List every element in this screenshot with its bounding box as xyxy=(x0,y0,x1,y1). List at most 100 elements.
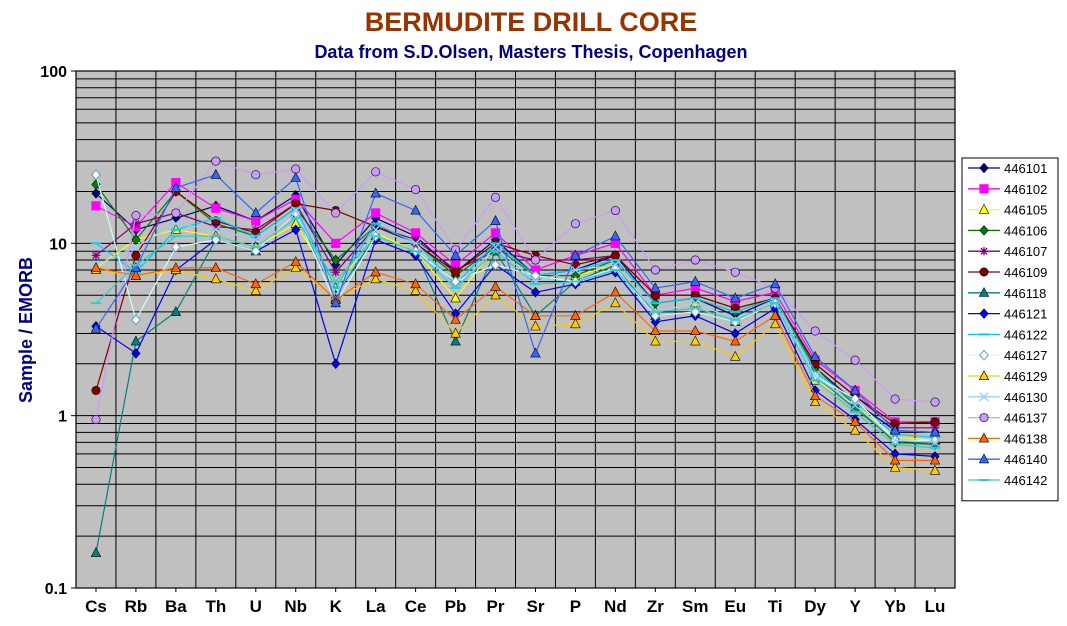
data-point xyxy=(930,417,940,427)
legend-marker xyxy=(979,247,989,256)
data-point xyxy=(490,280,501,291)
data-point xyxy=(211,156,221,166)
series-446142 xyxy=(90,217,941,449)
data-point xyxy=(770,278,781,289)
data-point xyxy=(211,203,221,213)
series-446138 xyxy=(90,256,941,465)
legend-label: 446121 xyxy=(1004,307,1047,322)
legend-marker xyxy=(979,267,989,277)
legend-label: 446127 xyxy=(1004,348,1047,363)
x-tick-label: Rb xyxy=(125,597,148,616)
series-line xyxy=(95,209,936,443)
data-point xyxy=(770,318,781,329)
x-tick-label: Pr xyxy=(487,597,505,616)
y-tick-label: 0.1 xyxy=(45,581,67,598)
data-point xyxy=(91,415,101,425)
data-point xyxy=(251,216,261,226)
data-point xyxy=(610,250,620,260)
data-point xyxy=(571,255,580,265)
legend-label: 446101 xyxy=(1004,161,1047,176)
data-point xyxy=(889,454,901,465)
series-446140 xyxy=(90,168,941,437)
legend-marker xyxy=(979,349,989,361)
series-446129 xyxy=(90,262,941,475)
data-point xyxy=(371,208,381,218)
legend-label: 446142 xyxy=(1004,473,1047,488)
series-line xyxy=(95,267,936,472)
data-point xyxy=(929,454,941,465)
data-point xyxy=(411,185,421,195)
data-point xyxy=(250,285,261,295)
data-point xyxy=(610,260,621,270)
data-point xyxy=(331,358,341,370)
data-point xyxy=(291,164,301,174)
data-point xyxy=(730,350,741,361)
data-point xyxy=(610,206,620,216)
series-line xyxy=(95,174,936,433)
series-line xyxy=(95,183,936,446)
data-point xyxy=(410,204,421,215)
data-point xyxy=(291,205,301,216)
data-point xyxy=(330,297,341,308)
y-tick-label: 10 xyxy=(49,236,67,253)
legend-marker xyxy=(979,392,989,402)
data-point xyxy=(650,325,661,335)
data-point xyxy=(410,285,421,295)
legend-item: 446101 xyxy=(968,161,1047,176)
data-point xyxy=(930,437,940,448)
data-point xyxy=(91,201,101,211)
data-point xyxy=(530,320,541,331)
data-point xyxy=(171,219,181,229)
data-point xyxy=(131,234,141,245)
data-point xyxy=(211,222,221,231)
data-point xyxy=(91,251,101,260)
data-point xyxy=(331,208,341,218)
data-point xyxy=(610,297,621,308)
x-tick-label: Yb xyxy=(884,597,906,616)
data-point xyxy=(370,225,381,235)
legend-item: 446109 xyxy=(968,265,1047,280)
x-tick-label: P xyxy=(570,597,581,616)
legend-label: 446107 xyxy=(1004,244,1047,259)
x-tick-label: Zr xyxy=(647,597,664,616)
data-point xyxy=(730,292,741,303)
data-point xyxy=(491,192,501,202)
data-point xyxy=(690,255,700,265)
data-point xyxy=(450,292,461,303)
data-point xyxy=(90,262,102,272)
x-tick-label: Lu xyxy=(925,597,946,616)
data-point xyxy=(570,249,581,260)
legend-item: 446105 xyxy=(968,203,1047,218)
legend-item: 446102 xyxy=(968,182,1047,197)
data-point xyxy=(650,290,660,300)
legend-item: 446137 xyxy=(968,411,1047,426)
x-tick-label: Eu xyxy=(724,597,746,616)
data-point xyxy=(251,170,261,180)
x-tick-label: Nb xyxy=(284,597,307,616)
data-point xyxy=(370,187,381,198)
data-point xyxy=(490,289,501,300)
legend-marker xyxy=(979,225,989,236)
legend-marker xyxy=(978,370,990,381)
data-point xyxy=(890,394,900,404)
data-point xyxy=(530,287,541,298)
data-point xyxy=(210,168,222,179)
series-line xyxy=(95,261,935,461)
chart-subtitle: Data from S.D.Olsen, Masters Thesis, Cop… xyxy=(314,42,747,62)
legend-marker xyxy=(979,184,989,194)
data-point xyxy=(371,167,381,177)
legend-item: 446127 xyxy=(968,348,1047,363)
series-line xyxy=(95,217,936,449)
data-point xyxy=(131,242,141,252)
data-point xyxy=(809,350,821,361)
legend-label: 446118 xyxy=(1004,286,1046,301)
data-point xyxy=(370,273,381,284)
data-point xyxy=(90,322,102,333)
data-point xyxy=(210,273,222,284)
data-point xyxy=(650,265,660,275)
series-line xyxy=(95,160,936,420)
legend: 446101 446102 446105 446106 446107 446109 4461… xyxy=(961,157,1059,502)
data-point xyxy=(850,393,860,405)
data-point xyxy=(450,313,461,324)
